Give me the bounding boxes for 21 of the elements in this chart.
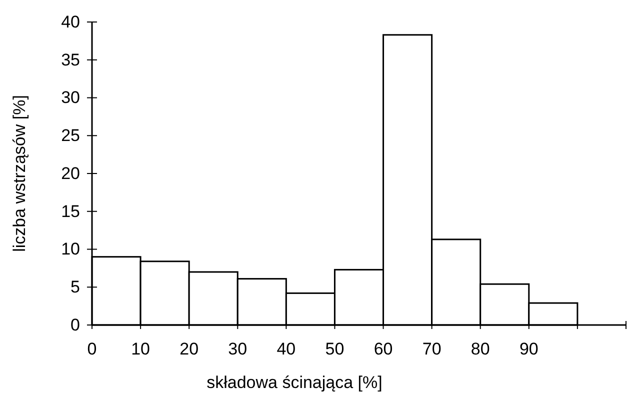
y-tick-label: 10 <box>61 240 80 259</box>
x-tick-label: 90 <box>519 340 538 359</box>
y-tick-label: 40 <box>61 12 80 32</box>
x-tick-label: 30 <box>228 340 248 359</box>
y-axis-title: liczba wstrząsów [%] <box>10 95 29 252</box>
x-tick-label: 60 <box>374 340 393 359</box>
x-tick-label: 80 <box>470 340 490 359</box>
y-tick-label: 20 <box>61 164 80 183</box>
y-tick-label: 15 <box>61 202 80 221</box>
y-tick-label: 30 <box>61 88 80 108</box>
x-tick-label: 50 <box>325 340 344 359</box>
x-tick-label: 10 <box>131 340 150 359</box>
y-tick-label: 25 <box>61 126 80 146</box>
x-tick-label: 0 <box>87 340 97 359</box>
y-tick-label: 35 <box>61 50 80 70</box>
x-tick-label: 40 <box>276 340 296 359</box>
x-tick-label: 20 <box>180 340 199 359</box>
x-axis-title: składowa ścinająca [%] <box>206 373 382 392</box>
x-tick-label: 70 <box>422 340 442 359</box>
y-tick-label: 5 <box>70 278 80 297</box>
y-tick-label: 0 <box>70 315 80 334</box>
